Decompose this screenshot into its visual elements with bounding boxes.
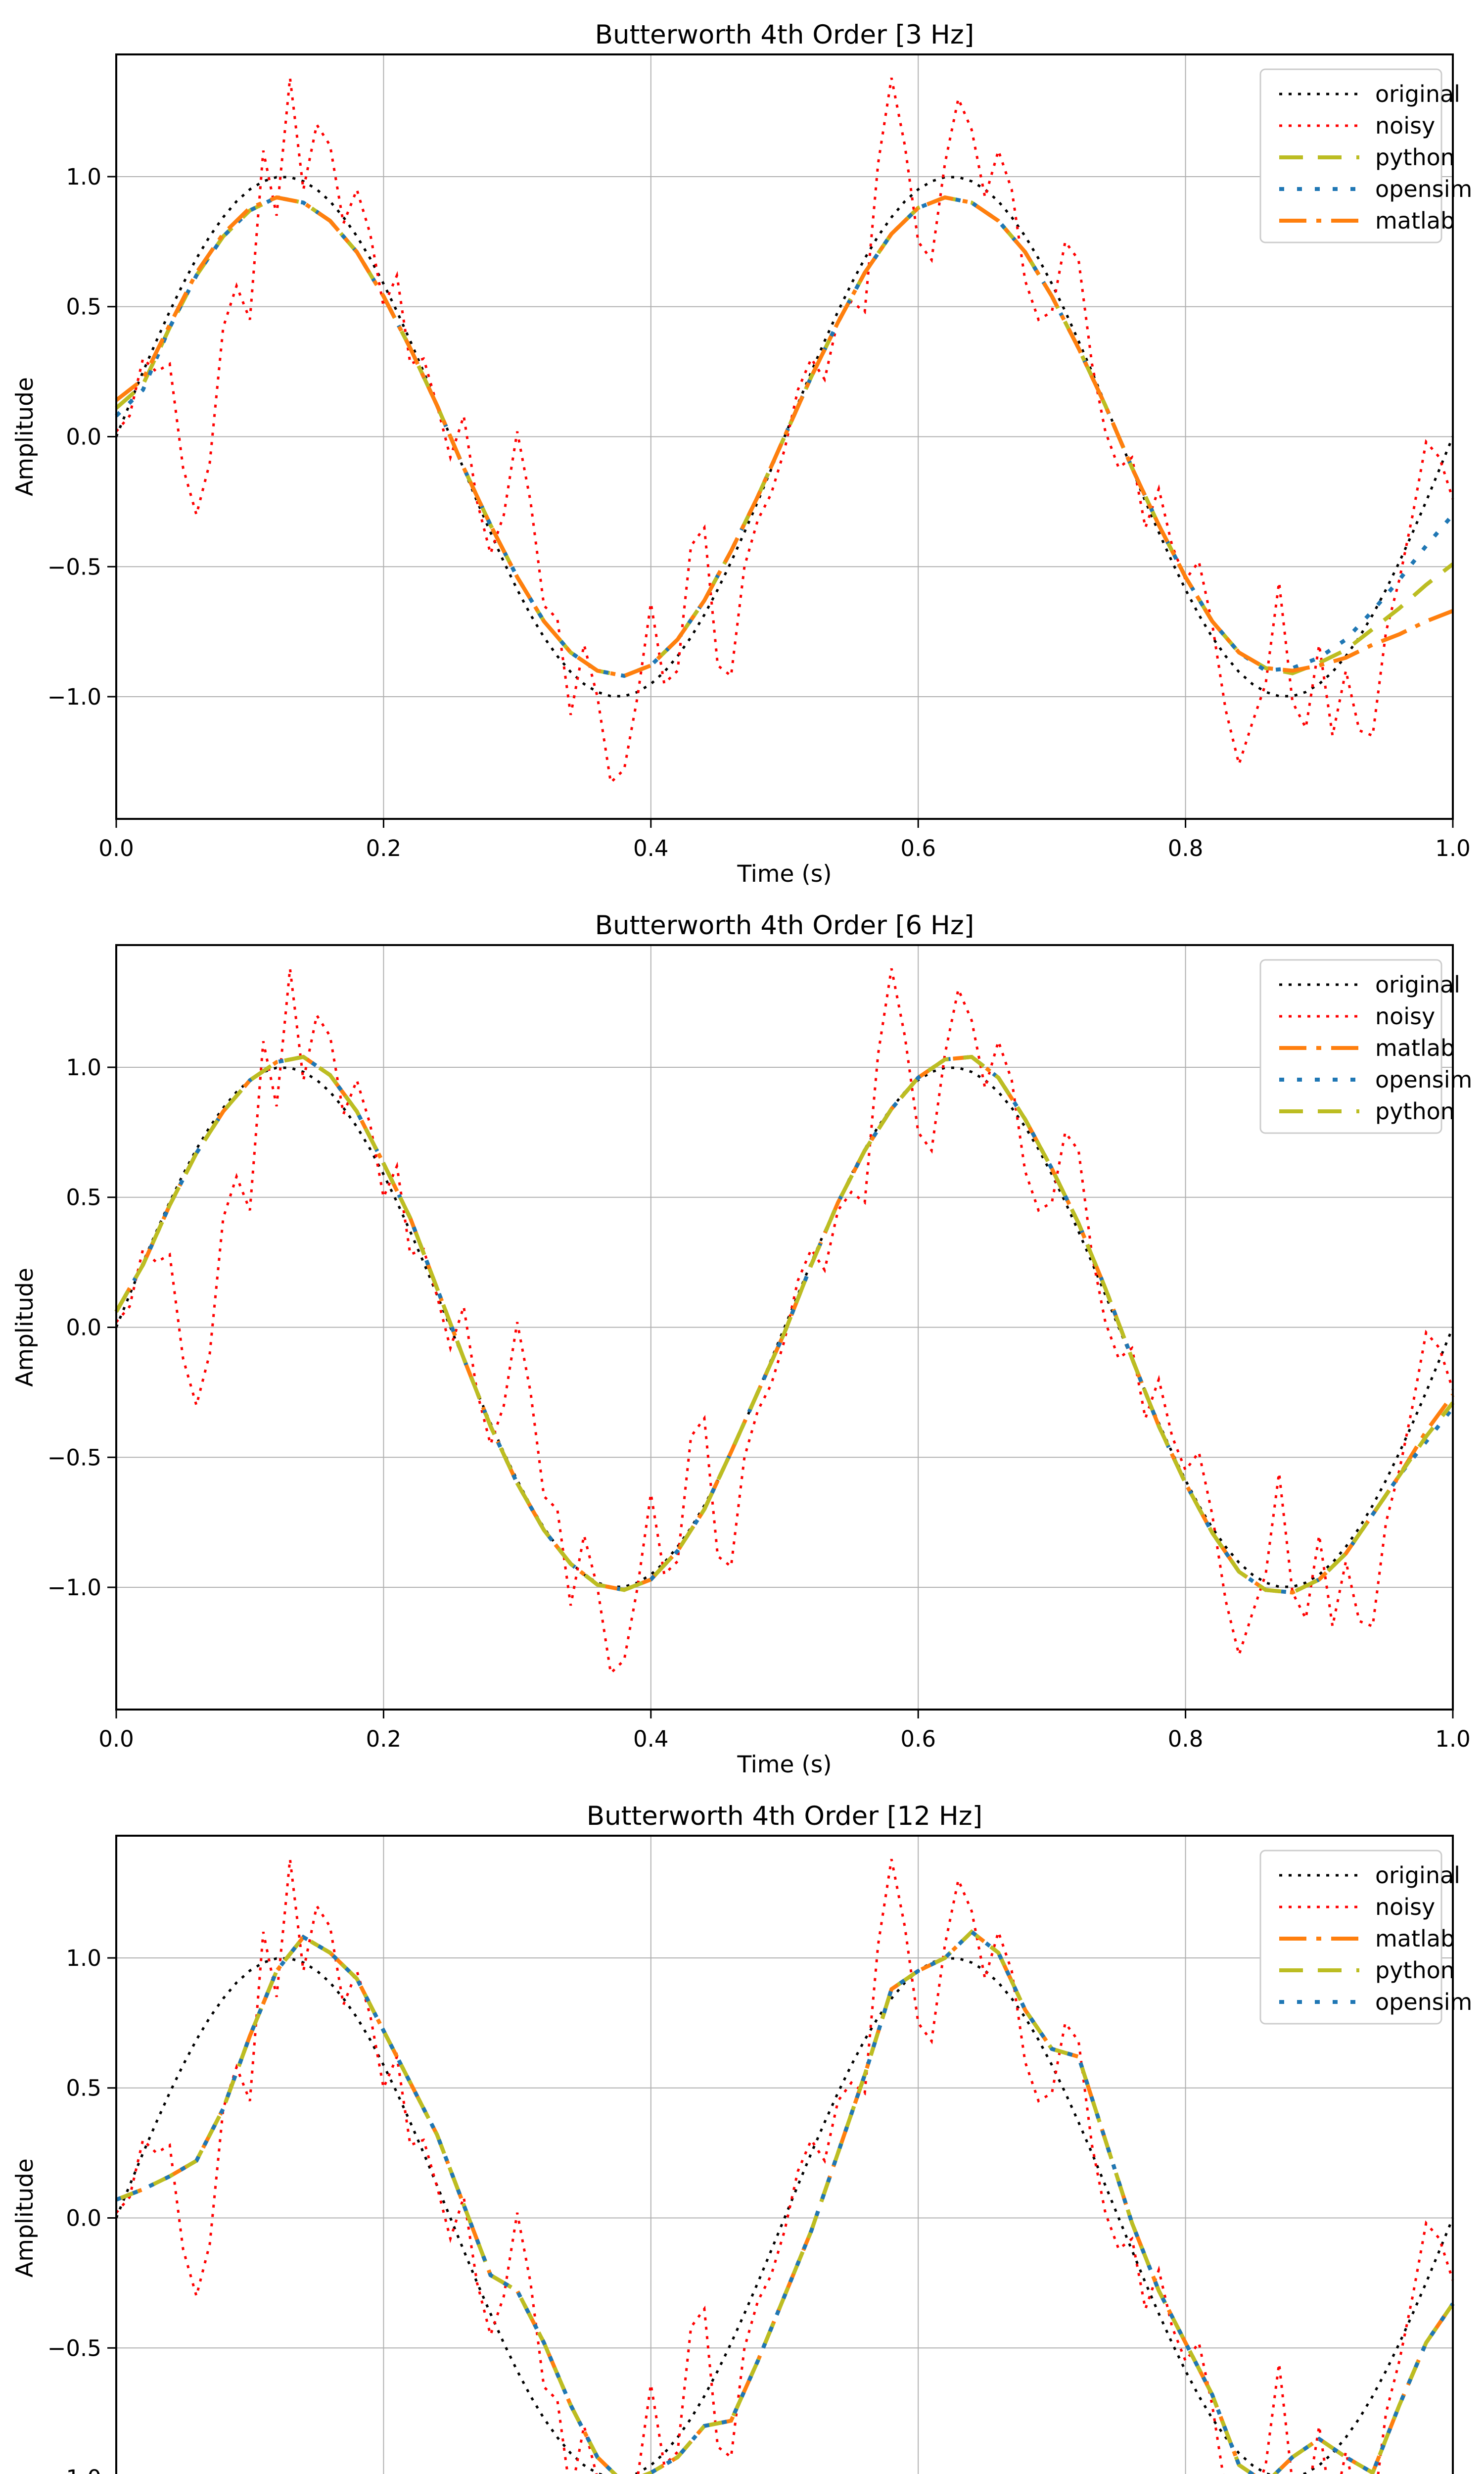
chart-butterworth-6hz: 0.0 0.2 0.4 0.6 0.8 1.0 1.0 0.5 0.0 −0.5 −1.0 Butte… bbox=[0, 891, 1484, 1781]
y-tick-label: −1.0 bbox=[47, 684, 101, 710]
x-tick-label: 0.2 bbox=[366, 1726, 402, 1752]
x-tick-label: 0.4 bbox=[633, 1726, 669, 1752]
legend-label-original: original bbox=[1375, 1862, 1460, 1889]
y-tick-label: −0.5 bbox=[47, 554, 101, 580]
plot-border bbox=[115, 1835, 1454, 2474]
series-line-matlab bbox=[115, 1929, 1455, 2474]
y-tick-label: −1.0 bbox=[47, 1574, 101, 1601]
y-tick-label: 0.5 bbox=[66, 2075, 101, 2101]
y-tick-label: 0.5 bbox=[66, 294, 101, 320]
chart-canvas: 0.0 0.2 0.4 0.6 0.8 1.0 1.0 0.5 0.0 −0.5 −1.0 Butte… bbox=[0, 891, 1484, 1781]
chart-title: Butterworth 4th Order [3 Hz] bbox=[595, 20, 974, 50]
legend-label-original: original bbox=[1375, 81, 1460, 107]
chart-butterworth-3hz: 0.0 0.2 0.4 0.6 0.8 1.0 1.0 0.5 0.0 −0.5 −1.0 Butte… bbox=[0, 0, 1484, 891]
chart-title: Butterworth 4th Order [6 Hz] bbox=[595, 910, 974, 941]
legend-label-python: python bbox=[1375, 144, 1455, 171]
y-tick-label: 1.0 bbox=[66, 1945, 101, 1971]
legend-label-opensim: opensim bbox=[1375, 176, 1472, 202]
series-line-python bbox=[115, 195, 1454, 678]
legend-label-matlab: matlab bbox=[1375, 1035, 1455, 1061]
legend-label-python: python bbox=[1375, 1957, 1455, 1984]
y-tick-label: 0.5 bbox=[66, 1185, 101, 1211]
x-tick-label: 0.2 bbox=[366, 835, 402, 861]
y-tick-label: −1.0 bbox=[47, 2465, 101, 2474]
y-tick-label: −0.5 bbox=[47, 1444, 101, 1471]
series-line-original bbox=[115, 1957, 1454, 2474]
x-tick-label: 0.6 bbox=[900, 835, 936, 861]
x-tick-label: 1.0 bbox=[1435, 1726, 1471, 1752]
chart-canvas: 0.0 0.2 0.4 0.6 0.8 1.0 1.0 0.5 0.0 −0.5 −1.0 Butte… bbox=[0, 0, 1484, 891]
y-tick-label: −0.5 bbox=[47, 2335, 101, 2361]
x-tick-label: 0.0 bbox=[98, 835, 134, 861]
x-tick-label: 0.4 bbox=[633, 835, 669, 861]
y-axis-label: Amplitude bbox=[11, 2158, 39, 2278]
legend-label-noisy: noisy bbox=[1375, 1894, 1435, 1920]
series-line-noisy bbox=[115, 968, 1454, 1676]
series-line-opensim bbox=[114, 1054, 1455, 1595]
legend-label-noisy: noisy bbox=[1375, 112, 1435, 139]
y-axis-label: Amplitude bbox=[11, 1268, 39, 1387]
legend-label-matlab: matlab bbox=[1375, 1925, 1455, 1952]
x-tick-label: 1.0 bbox=[1435, 835, 1471, 861]
x-tick-label: 0.8 bbox=[1168, 835, 1204, 861]
chart-butterworth-12hz: 0.00.20.40.60.81.01.00.50.0−0.5−1.0Butte… bbox=[0, 1781, 1484, 2474]
legend-label-python: python bbox=[1375, 1098, 1455, 1125]
legend-box bbox=[1259, 68, 1442, 243]
series-line-python bbox=[115, 1929, 1455, 2474]
y-tick-label: 1.0 bbox=[66, 164, 101, 190]
series-line-python bbox=[114, 1054, 1455, 1595]
legend-label-opensim: opensim bbox=[1375, 1989, 1472, 2015]
y-tick-label: 1.0 bbox=[66, 1054, 101, 1081]
series-line-original bbox=[115, 176, 1454, 698]
chart-canvas: 0.00.20.40.60.81.01.00.50.0−0.5−1.0Butte… bbox=[0, 1781, 1484, 2474]
legend-label-original: original bbox=[1375, 971, 1460, 998]
x-tick-label: 0.8 bbox=[1168, 1726, 1204, 1752]
x-tick-label: 0.0 bbox=[98, 1726, 134, 1752]
x-axis-label: Time (s) bbox=[737, 860, 832, 888]
y-tick-label: 0.0 bbox=[66, 2205, 101, 2232]
x-tick-label: 0.6 bbox=[900, 1726, 936, 1752]
x-axis-label: Time (s) bbox=[737, 1751, 832, 1778]
y-tick-label: 0.0 bbox=[66, 424, 101, 450]
chart-title: Butterworth 4th Order [12 Hz] bbox=[587, 1801, 982, 1831]
series-line-noisy bbox=[115, 1858, 1454, 2474]
y-tick-label: 0.0 bbox=[66, 1315, 101, 1341]
series-line-noisy bbox=[115, 77, 1454, 785]
legend-label-opensim: opensim bbox=[1375, 1066, 1472, 1093]
legend-label-matlab: matlab bbox=[1375, 207, 1455, 234]
y-axis-label: Amplitude bbox=[11, 377, 39, 496]
legend-label-noisy: noisy bbox=[1375, 1003, 1435, 1030]
series-line-opensim bbox=[115, 1929, 1455, 2474]
